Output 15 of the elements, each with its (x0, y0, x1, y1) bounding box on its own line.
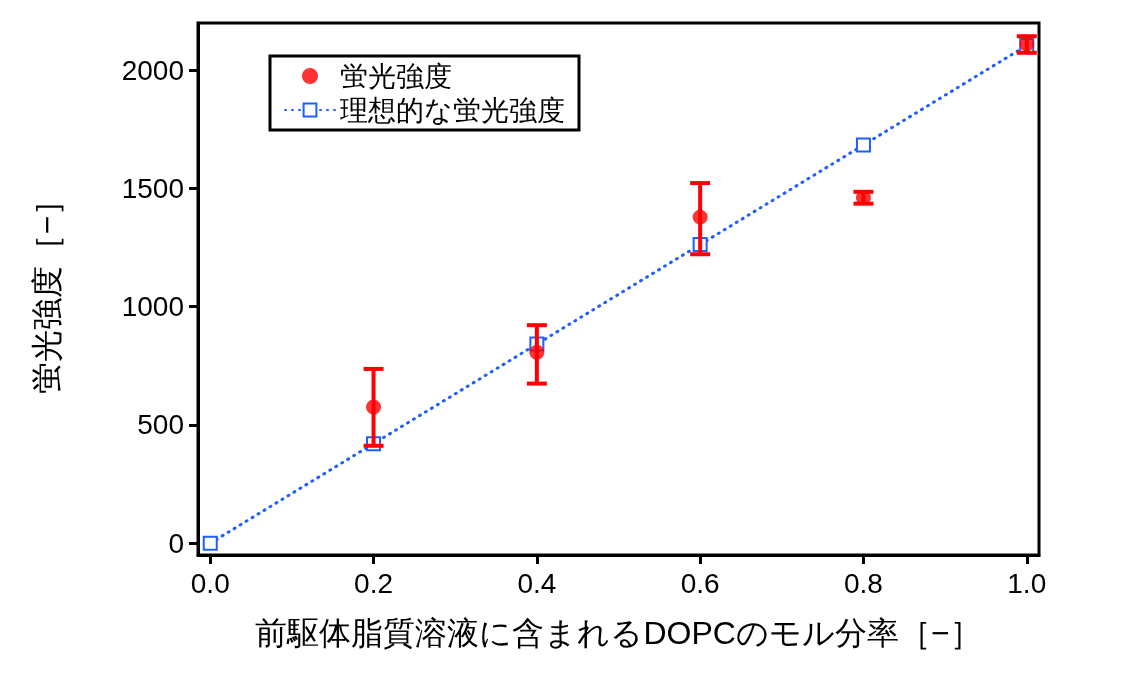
y-tick-label: 500 (137, 409, 184, 441)
x-tick-label: 0.4 (517, 567, 557, 599)
legend-label: 理想的な蛍光強度 (340, 94, 565, 126)
x-tick-label: 0.8 (843, 567, 883, 599)
y-tick-label: 2000 (121, 54, 184, 86)
y-tick-label: 1500 (121, 173, 184, 205)
x-axis-title: 前駆体脂質溶液に含まれるDOPCのモル分率［−］ (255, 615, 982, 651)
y-axis-title: 蛍光強度［−］ (29, 183, 65, 395)
x-tick-label: 0.6 (680, 567, 720, 599)
y-tick-label: 0 (168, 527, 184, 559)
x-tick-label: 0.2 (354, 567, 394, 599)
x-tick-label: 0.0 (190, 567, 230, 599)
legend-label: 蛍光強度 (340, 60, 452, 92)
x-tick-label: 1.0 (1007, 567, 1047, 599)
y-tick-label: 1000 (121, 291, 184, 323)
